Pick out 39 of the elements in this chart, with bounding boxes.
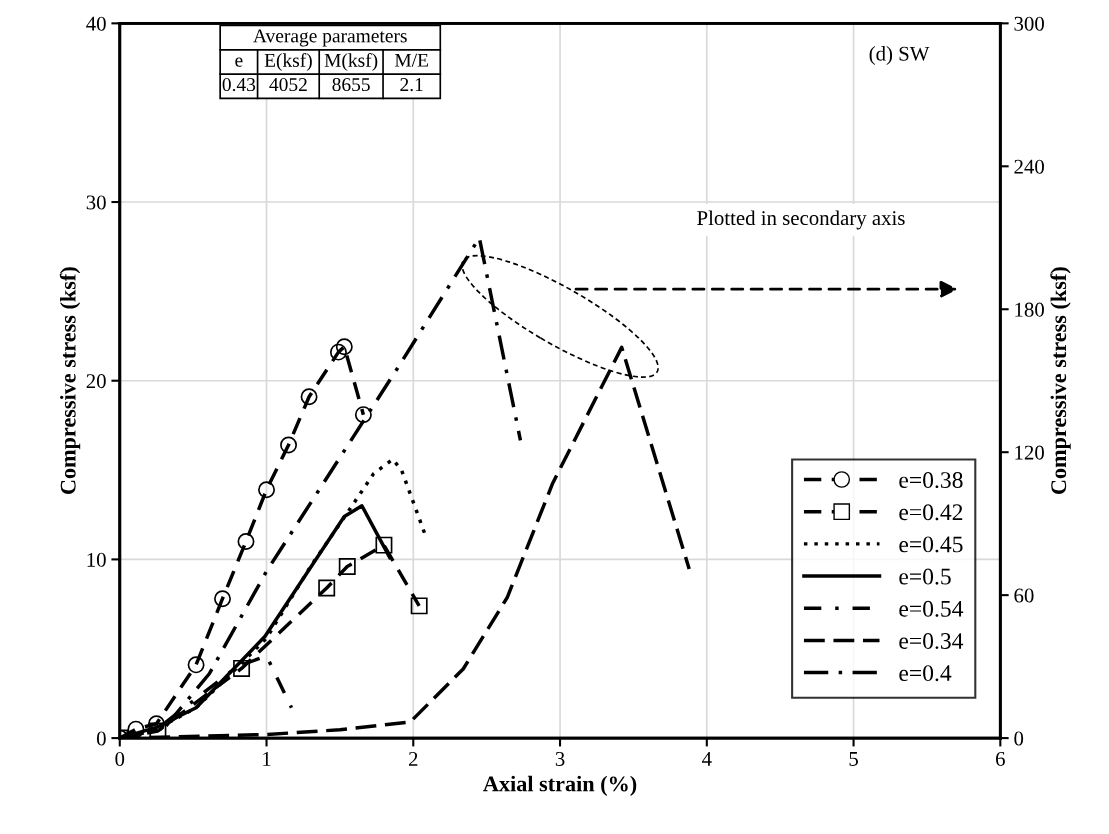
- legend-label: e=0.42: [899, 504, 963, 521]
- y2-tick-label: 0: [1014, 731, 1024, 746]
- y2-tick-label: 60: [1014, 588, 1034, 603]
- annotation: E(ksf): [264, 53, 312, 71]
- legend-label: e=0.5: [899, 568, 951, 585]
- x-tick-label: 4: [702, 752, 712, 766]
- annotation: 2.1: [400, 78, 423, 92]
- annotation: Plotted in secondary axis: [697, 210, 905, 230]
- x-tick-label: 0: [115, 751, 125, 766]
- annotation: M(ksf): [324, 53, 378, 71]
- legend-label: e=0.45: [899, 536, 963, 553]
- y2-tick-label: 120: [1015, 445, 1044, 460]
- x-tick-label: 2: [408, 751, 418, 766]
- x-tick-label: 5: [849, 752, 858, 766]
- annotation: 8655: [332, 77, 370, 92]
- annotation: e: [235, 57, 243, 67]
- y-tick-label: 0: [96, 731, 106, 746]
- x-tick-label: 3: [555, 751, 565, 766]
- y2-tick-label: 240: [1014, 159, 1044, 174]
- legend-label: e=0.38: [899, 472, 963, 489]
- x-tick-label: 1: [263, 751, 271, 766]
- x-axis-title: Axial strain (%): [483, 775, 637, 796]
- legend-label: e=0.4: [899, 665, 952, 682]
- annotation: 4052: [269, 77, 307, 92]
- y2-tick-label: 180: [1015, 302, 1044, 317]
- annotation: M/E: [394, 53, 428, 67]
- y-tick-label: 20: [86, 374, 106, 389]
- y-tick-label: 10: [87, 552, 106, 567]
- y-axis-title: Compressive stress (ksf): [59, 267, 81, 495]
- legend-label: e=0.34: [899, 632, 964, 650]
- annotation: (d) SW: [869, 46, 930, 65]
- y-tick-label: 30: [86, 195, 106, 210]
- annotation: Average parameters: [253, 29, 407, 47]
- legend-label: e=0.54: [899, 600, 964, 617]
- y-tick-label: 40: [86, 16, 106, 31]
- x-tick-label: 6: [996, 751, 1005, 766]
- y2-axis-title: Compressive stress (ksf): [1050, 267, 1071, 495]
- y2-tick-label: 300: [1014, 16, 1044, 31]
- annotation: 0.43: [222, 77, 256, 92]
